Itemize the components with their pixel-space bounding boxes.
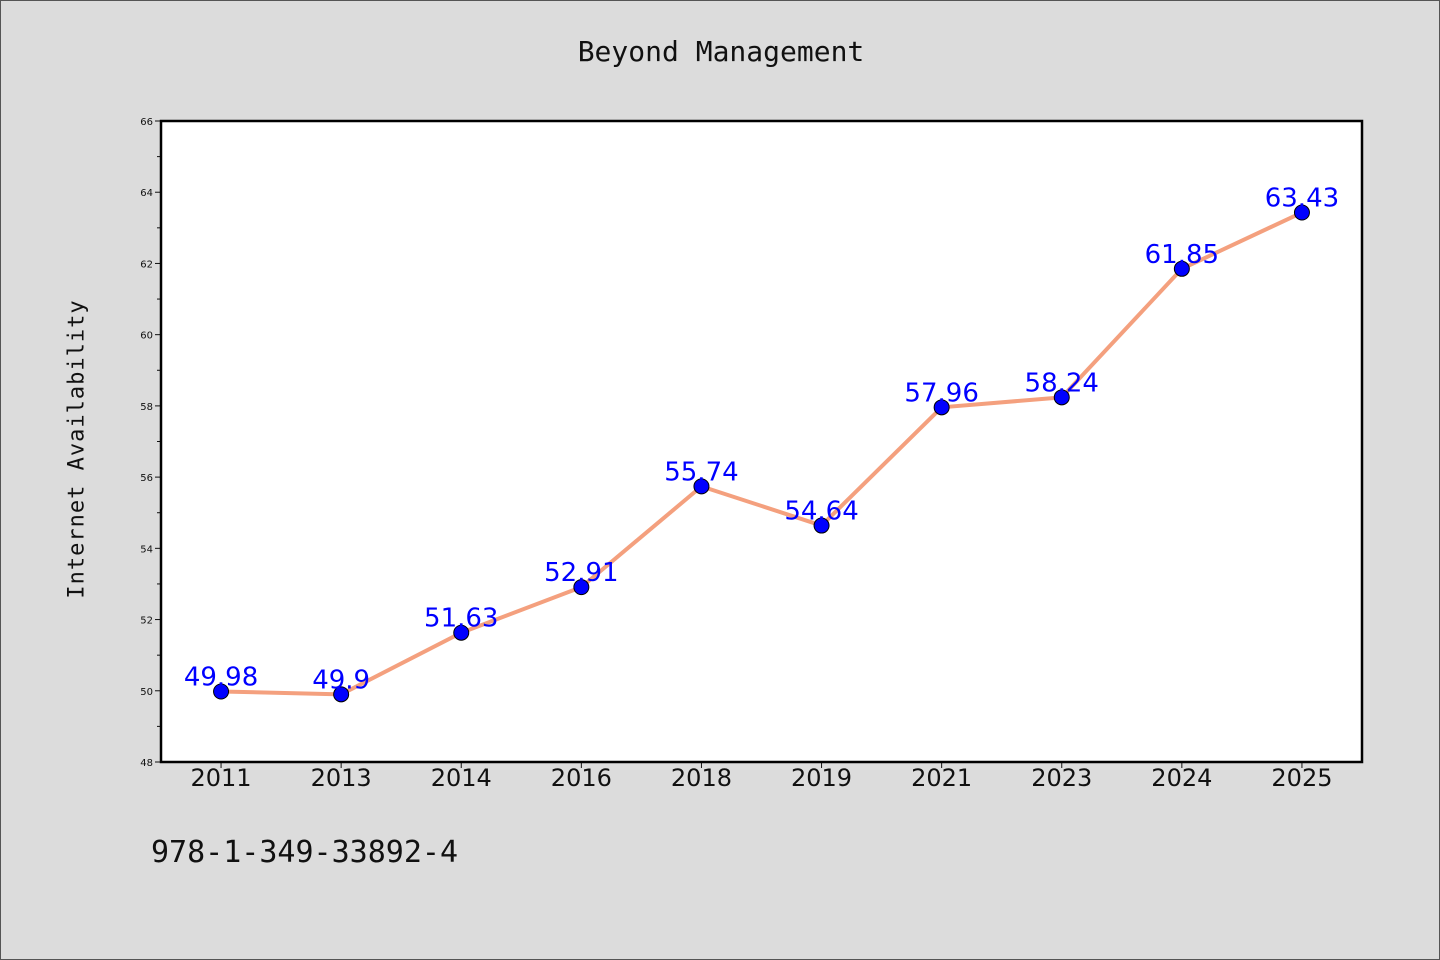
chart-title: Beyond Management bbox=[577, 35, 865, 68]
data-point bbox=[333, 686, 350, 703]
plot-frame bbox=[159, 119, 1364, 764]
data-label: 49.9 bbox=[312, 665, 370, 695]
data-point bbox=[813, 517, 830, 534]
data-point bbox=[693, 478, 710, 495]
data-point bbox=[933, 399, 950, 416]
data-label: 58.24 bbox=[1025, 368, 1099, 398]
y-tick-label: 56 bbox=[140, 473, 153, 484]
y-tick-label: 48 bbox=[140, 758, 153, 769]
data-point bbox=[1293, 204, 1310, 221]
y-tick-label: 54 bbox=[140, 544, 153, 555]
x-tick-label: 2023 bbox=[1031, 764, 1092, 792]
data-label: 54.64 bbox=[784, 497, 858, 527]
series-line bbox=[219, 210, 1304, 697]
x-tick-label: 2018 bbox=[671, 764, 732, 792]
data-point bbox=[453, 624, 470, 641]
y-tick-label: 64 bbox=[140, 188, 153, 199]
x-tick-label: 2016 bbox=[551, 764, 612, 792]
plot-area bbox=[161, 121, 1362, 762]
data-label: 49.98 bbox=[184, 662, 258, 692]
y-tick-label: 50 bbox=[140, 687, 153, 698]
data-label: 51.63 bbox=[424, 604, 498, 634]
data-point bbox=[1173, 260, 1190, 277]
data-point bbox=[1053, 389, 1070, 406]
x-tick-label: 2021 bbox=[911, 764, 972, 792]
y-tick-label: 66 bbox=[140, 117, 153, 128]
x-tick-label: 2013 bbox=[311, 764, 372, 792]
x-tick-label: 2025 bbox=[1271, 764, 1332, 792]
data-label: 63.43 bbox=[1265, 184, 1339, 214]
data-label: 61.85 bbox=[1145, 240, 1219, 270]
footer-code: 978-1-349-33892-4 bbox=[151, 835, 459, 870]
y-tick-label: 62 bbox=[140, 259, 153, 270]
y-tick-label: 60 bbox=[140, 331, 153, 342]
x-tick-label: 2011 bbox=[191, 764, 252, 792]
x-tick-label: 2024 bbox=[1151, 764, 1212, 792]
x-tick-label: 2019 bbox=[791, 764, 852, 792]
data-label: 52.91 bbox=[544, 558, 618, 588]
x-tick-label: 2014 bbox=[431, 764, 492, 792]
data-label: 55.74 bbox=[664, 457, 738, 487]
data-label: 57.96 bbox=[904, 378, 978, 408]
data-point bbox=[213, 683, 230, 700]
data-point bbox=[573, 579, 590, 596]
y-tick-label: 52 bbox=[140, 616, 153, 627]
y-tick-label: 58 bbox=[140, 402, 153, 413]
